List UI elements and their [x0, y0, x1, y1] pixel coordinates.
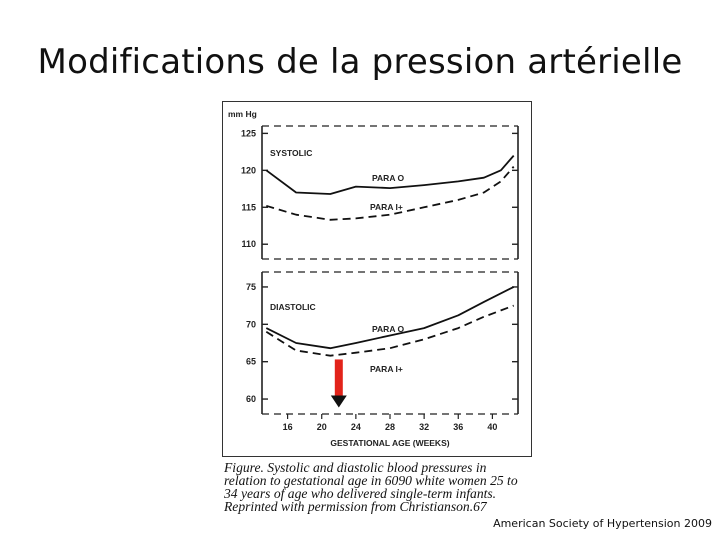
diastolic-series-label: PARA O [372, 324, 405, 334]
slide-title: Modifications de la pression artérielle [37, 42, 683, 82]
x-axis: 16 20 24 28 32 36 40 GESTATIONAL AGE (WEEKS) [283, 414, 497, 448]
diastolic-ytick-label: 60 [246, 394, 256, 404]
systolic-series-para-o-line [265, 155, 515, 195]
source-note: American Society of Hypertension 2009 [493, 517, 712, 530]
diastolic-series-para-o-line [265, 286, 515, 350]
x-tick-label: 28 [385, 422, 395, 432]
x-axis-label: GESTATIONAL AGE (WEEKS) [330, 438, 449, 448]
diastolic-panel: 60 65 70 75 DIASTOLIC PARA O PARA I+ [246, 271, 519, 415]
x-tick-label: 20 [317, 422, 327, 432]
diastolic-series-para-i-plus-line [265, 304, 515, 357]
x-tick-label: 36 [453, 422, 463, 432]
x-tick-label: 32 [419, 422, 429, 432]
diastolic-ytick-label: 70 [246, 319, 256, 329]
systolic-panel: 110 115 120 125 SYSTOLIC PARA O PARA I+ mm Hg [228, 109, 519, 260]
red-arrow-shaft [334, 359, 343, 398]
systolic-ytick-label: 120 [241, 165, 256, 175]
red-arrow-head [330, 395, 347, 408]
red-down-arrow-icon [330, 359, 347, 408]
blood-pressure-chart: 110 115 120 125 SYSTOLIC PARA O PARA I+ mm Hg 6… [228, 109, 519, 448]
x-tick-label: 16 [283, 422, 293, 432]
diastolic-panel-label: DIASTOLIC [270, 302, 316, 312]
figure-caption: Figure. Systolic and diastolic blood pre… [224, 460, 518, 514]
systolic-ytick-label: 110 [241, 239, 256, 249]
figure-frame [222, 101, 532, 457]
systolic-ytick-label: 125 [241, 128, 256, 138]
systolic-series-para-i-plus-line [266, 166, 515, 221]
systolic-panel-label: SYSTOLIC [270, 148, 312, 158]
systolic-series-label: PARA I+ [370, 202, 403, 212]
diastolic-series-label: PARA I+ [370, 364, 403, 374]
systolic-ytick-label: 115 [241, 202, 256, 212]
y-unit-label: mm Hg [228, 109, 257, 119]
systolic-series-label: PARA O [372, 173, 405, 183]
x-tick-label: 40 [487, 422, 497, 432]
x-tick-label: 24 [351, 422, 361, 432]
diastolic-ytick-label: 75 [246, 282, 256, 292]
diastolic-ytick-label: 65 [246, 357, 256, 367]
